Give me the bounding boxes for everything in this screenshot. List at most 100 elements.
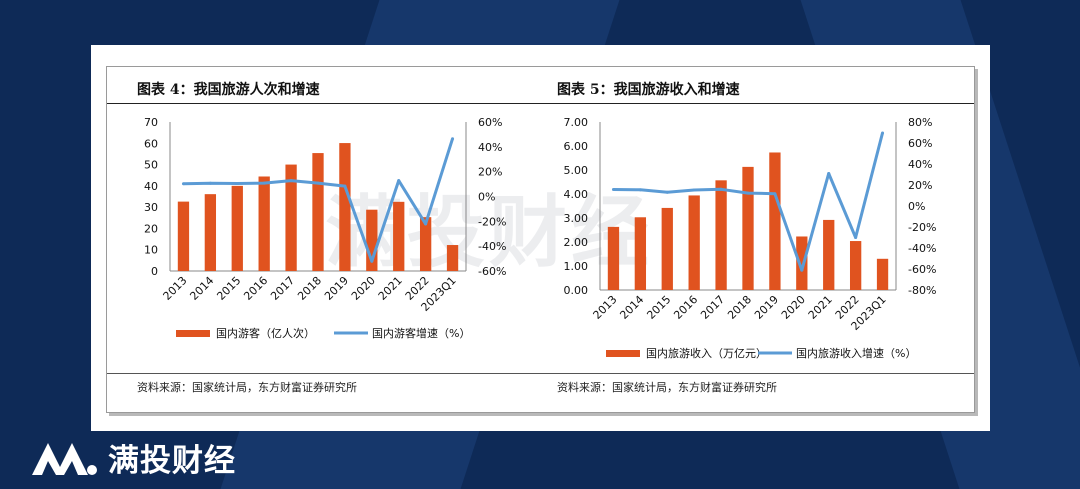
chart-title-4: 图表 4：我国旅游人次和增速 bbox=[137, 82, 320, 98]
growth-point-2018 bbox=[746, 191, 750, 195]
y-left-tick-label: 20 bbox=[144, 222, 158, 235]
bar-2016 bbox=[258, 176, 270, 271]
growth-point-2013 bbox=[181, 182, 185, 186]
y-left-tick-label: 4.00 bbox=[564, 188, 589, 201]
y-left-tick-label: 40 bbox=[144, 180, 158, 193]
x-tick-label: 2020 bbox=[779, 293, 808, 322]
bar-2014 bbox=[204, 194, 217, 271]
bar-2017 bbox=[715, 180, 727, 290]
watermark-text: 满投财经 bbox=[325, 188, 654, 278]
chart-source-4: 资料来源：国家统计局，东方财富证券研究所 bbox=[137, 381, 357, 394]
x-tick-label: 2018 bbox=[725, 293, 754, 322]
growth-point-2018 bbox=[316, 181, 320, 185]
legend-line-label: 国内游客增速（%） bbox=[372, 326, 470, 340]
bar-2019 bbox=[339, 143, 351, 271]
x-tick-label: 2021 bbox=[376, 274, 405, 303]
y-right-tick-label: -20% bbox=[908, 221, 936, 234]
y-right-tick-label: -20% bbox=[478, 215, 506, 228]
bar-2022 bbox=[419, 217, 432, 271]
bar-2023Q1 bbox=[446, 245, 459, 271]
bar-2015 bbox=[661, 207, 673, 290]
brand: 满投财经 bbox=[30, 437, 236, 479]
y-left-tick-label: 7.00 bbox=[564, 116, 589, 129]
x-tick-label: 2019 bbox=[752, 293, 781, 322]
title-divider bbox=[107, 103, 974, 104]
y-left-tick-label: 3.00 bbox=[564, 212, 589, 225]
x-tick-label: 2015 bbox=[214, 274, 243, 303]
growth-point-2013 bbox=[611, 188, 615, 192]
bar-2021 bbox=[823, 219, 835, 290]
growth-point-2015 bbox=[665, 190, 669, 194]
growth-point-2021 bbox=[397, 179, 401, 183]
y-right-tick-label: 60% bbox=[478, 116, 502, 129]
growth-point-2015 bbox=[235, 181, 239, 185]
growth-point-2023Q1 bbox=[881, 131, 885, 135]
growth-point-2022 bbox=[424, 222, 428, 226]
y-left-tick-label: 60 bbox=[144, 137, 158, 150]
bar-2017 bbox=[285, 164, 297, 271]
y-right-tick-label: -60% bbox=[908, 263, 936, 276]
y-left-tick-label: 1.00 bbox=[564, 260, 589, 273]
bar-2020 bbox=[366, 209, 378, 271]
bar-2014 bbox=[634, 217, 647, 290]
y-left-tick-label: 30 bbox=[144, 201, 158, 214]
bar-2015 bbox=[231, 185, 243, 271]
growth-point-2020 bbox=[800, 268, 804, 272]
brand-name: 满投财经 bbox=[108, 442, 236, 479]
x-tick-label: 2013 bbox=[161, 274, 190, 303]
x-tick-label: 2017 bbox=[268, 274, 297, 303]
bar-2013 bbox=[607, 226, 620, 290]
bar-2019 bbox=[769, 152, 781, 290]
x-tick-label: 2016 bbox=[241, 274, 270, 303]
bar-2018 bbox=[312, 153, 324, 271]
y-right-tick-label: -40% bbox=[478, 240, 506, 253]
mt-logo-icon bbox=[32, 443, 97, 475]
growth-point-2014 bbox=[638, 188, 642, 192]
bar-2022 bbox=[849, 241, 862, 290]
growth-point-2016 bbox=[262, 181, 266, 185]
bar-2018 bbox=[742, 166, 754, 290]
x-tick-label: 2017 bbox=[698, 293, 727, 322]
y-left-tick-label: 2.00 bbox=[564, 236, 589, 249]
y-right-tick-label: 0% bbox=[478, 191, 495, 204]
bar-2023Q1 bbox=[876, 258, 889, 290]
source-divider bbox=[107, 373, 974, 374]
chart-source-5: 资料来源：国家统计局，东方财富证券研究所 bbox=[557, 381, 777, 394]
growth-point-2023Q1 bbox=[451, 137, 455, 141]
legend-line-label: 国内旅游收入增速（%） bbox=[796, 346, 916, 360]
bar-2013 bbox=[177, 201, 190, 271]
y-right-tick-label: 80% bbox=[908, 116, 932, 129]
y-left-tick-label: 10 bbox=[144, 244, 158, 257]
y-right-tick-label: 40% bbox=[908, 158, 932, 171]
legend-bar-label: 国内游客（亿人次） bbox=[216, 326, 315, 340]
y-left-tick-label: 70 bbox=[144, 116, 158, 129]
growth-point-2016 bbox=[692, 188, 696, 192]
y-right-tick-label: 20% bbox=[908, 179, 932, 192]
growth-point-2017 bbox=[289, 179, 293, 183]
x-tick-label: 2020 bbox=[349, 274, 378, 303]
y-left-tick-label: 0 bbox=[151, 265, 158, 278]
bar-2020 bbox=[796, 236, 808, 290]
tourism-revenue-chart: 0.00 1.00 2.00 3.00 4.00 5.00 6.00 7.00 -80% -60%… bbox=[564, 116, 937, 360]
bar-2021 bbox=[393, 201, 405, 271]
tourist-visits-chart: 0 10 20 30 40 50 60 70 -60% -40% -20% 0% 20% 40% 60% 20… bbox=[144, 116, 506, 340]
y-right-tick-label: -60% bbox=[478, 265, 506, 278]
y-left-tick-label: 6.00 bbox=[564, 140, 589, 153]
y-right-tick-label: -80% bbox=[908, 284, 936, 297]
x-tick-label: 2021 bbox=[806, 293, 835, 322]
y-left-tick-label: 5.00 bbox=[564, 164, 589, 177]
bar-2016 bbox=[688, 195, 700, 290]
growth-point-2017 bbox=[719, 187, 723, 191]
growth-point-2014 bbox=[208, 181, 212, 185]
y-left-tick-label: 0.00 bbox=[564, 284, 589, 297]
growth-point-2020 bbox=[370, 259, 374, 263]
x-tick-label: 2015 bbox=[644, 293, 673, 322]
x-tick-label: 2019 bbox=[322, 274, 351, 303]
y-right-tick-label: 60% bbox=[908, 137, 932, 150]
x-tick-label: 2016 bbox=[671, 293, 700, 322]
growth-point-2022 bbox=[854, 236, 858, 239]
legend-bar-swatch bbox=[606, 350, 640, 357]
growth-point-2021 bbox=[827, 171, 831, 175]
y-left-tick-label: 50 bbox=[144, 159, 158, 172]
y-right-tick-label: 0% bbox=[908, 200, 925, 213]
